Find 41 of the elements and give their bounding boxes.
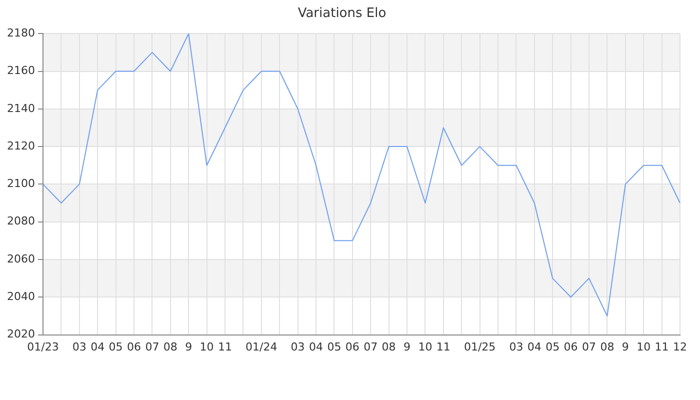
x-tick-label: 10: [636, 340, 651, 354]
x-tick-label: 01/23: [27, 340, 59, 354]
x-tick-label: 07: [145, 340, 160, 354]
x-tick-label: 9: [185, 340, 192, 354]
x-tick-label: 05: [327, 340, 342, 354]
x-tick-label: 08: [382, 340, 396, 354]
y-tick-label: 2020: [6, 328, 35, 341]
y-tick-label: 2140: [6, 102, 35, 115]
x-tick-label: 11: [218, 340, 232, 354]
x-tick-label: 03: [290, 340, 305, 354]
x-tick-label: 03: [72, 340, 86, 354]
y-tick-label: 2180: [6, 26, 35, 40]
x-tick-label: 11: [436, 340, 450, 354]
x-tick-label: 06: [564, 340, 578, 354]
x-tick-label: 9: [622, 340, 629, 354]
x-tick-label: 08: [163, 340, 178, 354]
x-tick-label: 05: [546, 340, 560, 354]
x-tick-label: 04: [527, 340, 542, 354]
chart-title: Variations Elo: [298, 6, 386, 22]
x-tick-label: 11: [654, 340, 669, 354]
x-tick-label: 05: [108, 340, 123, 354]
x-tick-label: 07: [582, 340, 596, 354]
x-tick-label: 03: [509, 340, 524, 354]
x-tick-label: 06: [345, 340, 360, 354]
x-tick-label: 07: [364, 340, 378, 354]
x-tick-label: 06: [126, 340, 141, 354]
x-tick-label: 12: [673, 340, 687, 354]
x-tick-label: 04: [90, 340, 105, 354]
y-tick-label: 2080: [6, 214, 35, 228]
x-tick-label: 10: [418, 340, 432, 354]
x-tick-label: 08: [600, 340, 614, 354]
y-tick-label: 2040: [6, 290, 35, 304]
x-tick-label: 04: [308, 340, 323, 354]
y-tick-label: 2120: [6, 139, 35, 152]
x-tick-label: 9: [403, 340, 410, 354]
x-tick-label: 01/25: [464, 340, 496, 354]
y-tick-label: 2100: [6, 177, 35, 190]
x-tick-label: 10: [200, 340, 214, 354]
x-tick-label: 01/24: [246, 340, 278, 354]
y-tick-label: 2160: [6, 64, 35, 78]
y-tick-label: 2060: [6, 252, 35, 266]
